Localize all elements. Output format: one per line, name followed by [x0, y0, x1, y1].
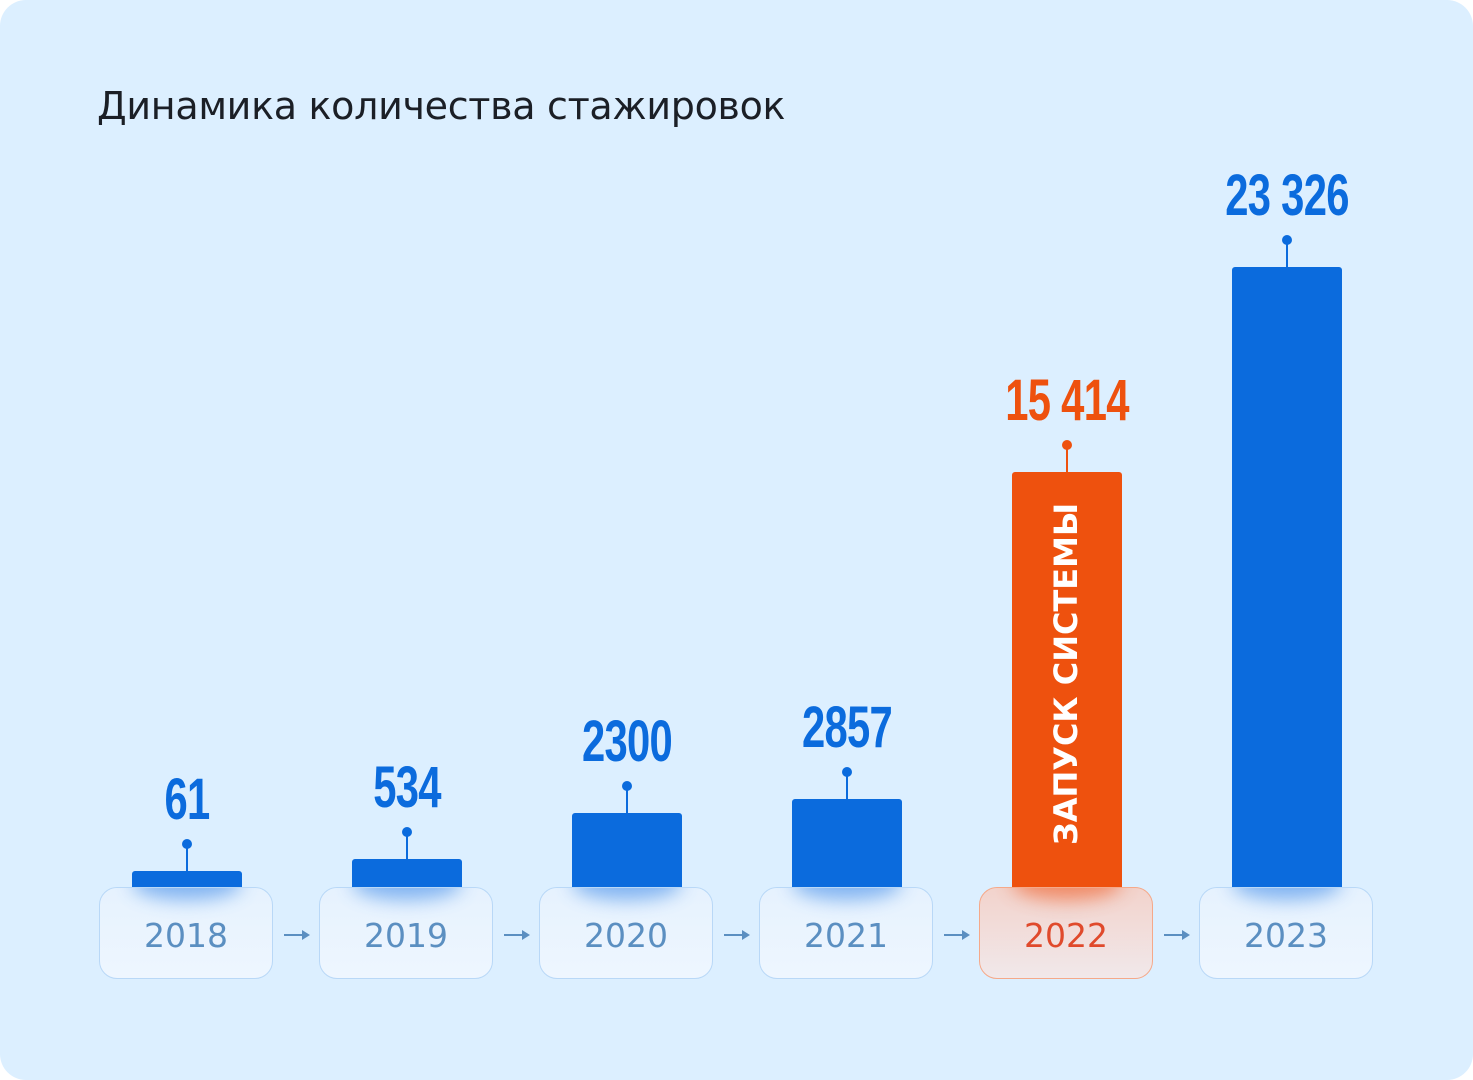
value-label: 2300 — [581, 709, 673, 775]
x-tick-label: 2021 — [804, 916, 888, 955]
value-label: 2857 — [801, 694, 893, 760]
x-tick-label: 2020 — [584, 916, 668, 955]
year-box-2022: 2022 — [979, 887, 1153, 979]
bar-glow — [572, 888, 682, 900]
bar-2019 — [352, 859, 462, 887]
arrow-icon — [942, 925, 972, 945]
arrow-icon — [722, 925, 752, 945]
bar-2023 — [1232, 266, 1342, 887]
leader-line — [1066, 445, 1068, 473]
annotation-label: ЗАПУСК СИСТЕМЫ — [1047, 502, 1085, 845]
bar-glow — [792, 888, 902, 900]
leader-dot — [182, 839, 192, 850]
arrow-icon — [282, 925, 312, 945]
leader-line — [406, 832, 408, 860]
leader-line — [626, 786, 628, 814]
bar-glow — [132, 888, 242, 900]
x-tick-label: 2022 — [1024, 916, 1108, 955]
year-box-2018: 2018 — [99, 887, 273, 979]
bar-glow — [1232, 888, 1342, 900]
year-box-2023: 2023 — [1199, 887, 1373, 979]
x-tick-label: 2019 — [364, 916, 448, 955]
year-box-2019: 2019 — [319, 887, 493, 979]
leader-line — [846, 771, 848, 799]
arrow-icon — [502, 925, 532, 945]
leader-dot — [1062, 440, 1072, 451]
leader-dot — [402, 827, 412, 838]
x-tick-label: 2023 — [1244, 916, 1328, 955]
value-label: 15 414 — [1005, 368, 1129, 434]
leader-dot — [842, 766, 852, 777]
bar-glow — [1012, 888, 1122, 900]
year-box-2020: 2020 — [539, 887, 713, 979]
bar-2018 — [132, 871, 242, 887]
value-label: 61 — [164, 767, 210, 833]
bar-2021 — [792, 798, 902, 887]
arrow-icon — [1162, 925, 1192, 945]
bar-glow — [352, 888, 462, 900]
year-box-2021: 2021 — [759, 887, 933, 979]
bar-2022 — [1012, 472, 1122, 887]
value-label: 23 326 — [1225, 162, 1349, 228]
x-tick-label: 2018 — [144, 916, 228, 955]
leader-line — [186, 844, 188, 872]
value-label: 534 — [373, 755, 441, 821]
chart-title: Динамика количества стажировок — [97, 84, 786, 128]
leader-dot — [622, 781, 632, 792]
leader-dot — [1282, 234, 1292, 245]
leader-line — [1286, 239, 1288, 267]
bar-2020 — [572, 813, 682, 887]
